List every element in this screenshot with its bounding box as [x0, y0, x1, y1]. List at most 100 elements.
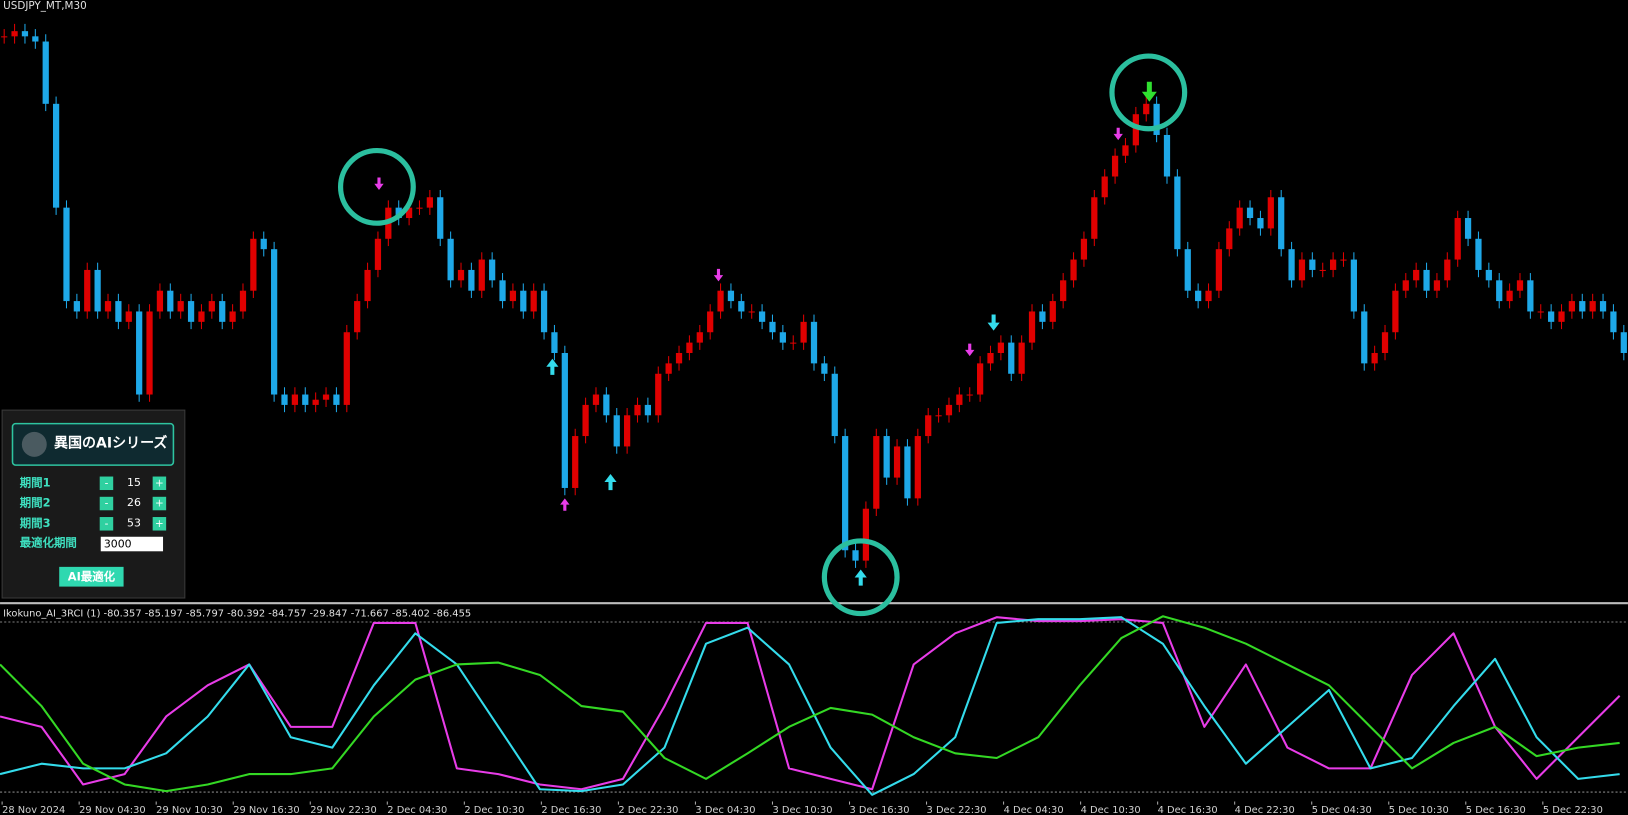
candle: [104, 301, 112, 312]
rci-line: [0, 615, 1620, 793]
candle: [1018, 342, 1025, 374]
rci-line: [0, 616, 1621, 791]
candle: [1433, 280, 1441, 291]
candle: [364, 269, 371, 302]
candle: [686, 342, 693, 353]
candle: [758, 311, 766, 322]
candle: [115, 301, 122, 322]
candle: [1464, 218, 1472, 239]
symbol-title: USDJPY_MT,M30: [3, 0, 87, 12]
x-tick-label: 5 Dec 04:30: [1312, 805, 1372, 815]
candle: [11, 31, 18, 37]
candle: [1610, 311, 1617, 333]
candle: [1163, 134, 1171, 177]
candle: [1, 36, 8, 38]
x-axis: 28 Nov 2024 29 Nov 04:30 29 Nov 10:30 29 No…: [1, 801, 1603, 815]
candle: [1309, 259, 1316, 270]
candle: [987, 352, 994, 364]
candle: [1444, 259, 1451, 281]
candle: [1579, 301, 1586, 312]
opt-value: 3000: [104, 538, 132, 551]
x-tick-label: 3 Dec 04:30: [695, 805, 755, 815]
candle: [520, 290, 527, 312]
minus-label: -: [105, 477, 109, 489]
x-tick-label: 2 Dec 10:30: [464, 805, 524, 815]
setting-label: 期間1: [20, 475, 51, 489]
candle: [914, 436, 921, 499]
opt-input[interactable]: [100, 536, 164, 552]
candle: [156, 290, 164, 312]
plus-button[interactable]: [152, 476, 167, 491]
candle: [21, 31, 29, 37]
candle: [1215, 249, 1223, 291]
plus-button[interactable]: [152, 517, 167, 531]
candle: [1350, 259, 1357, 312]
candle: [717, 290, 724, 312]
candle: [208, 301, 215, 312]
candle: [572, 436, 579, 488]
candle: [1080, 238, 1088, 260]
candle: [1267, 197, 1274, 229]
candle: [1008, 342, 1015, 374]
optimize-button[interactable]: [59, 566, 124, 587]
candle: [1413, 269, 1420, 281]
candle: [1143, 103, 1150, 115]
candle: [779, 332, 786, 343]
setting-value: 15: [127, 476, 141, 489]
candle: [893, 446, 901, 478]
candle: [125, 311, 132, 322]
candle: [1402, 280, 1409, 291]
candle: [187, 301, 195, 322]
setting-label: 期間3: [20, 516, 51, 530]
minus-button[interactable]: [99, 476, 114, 491]
candle: [1568, 301, 1576, 312]
candle: [831, 373, 838, 437]
candle: [925, 415, 932, 437]
minus-button[interactable]: [99, 517, 114, 531]
candle: [738, 301, 745, 312]
candle: [271, 249, 278, 395]
plus-label: +: [155, 518, 164, 530]
candle: [873, 436, 880, 509]
x-tick-label: 3 Dec 16:30: [850, 805, 910, 815]
candle: [1361, 311, 1368, 364]
candle: [1392, 290, 1399, 333]
candle: [405, 207, 413, 219]
candle: [644, 404, 651, 416]
candle: [945, 404, 953, 416]
candle: [1381, 332, 1389, 353]
candle: [800, 321, 807, 343]
x-tick-label: 2 Dec 16:30: [541, 805, 601, 815]
plus-button[interactable]: [152, 496, 167, 511]
minus-button[interactable]: [99, 496, 114, 511]
candle: [1153, 103, 1160, 135]
candle: [73, 301, 80, 312]
x-tick-label: 5 Dec 10:30: [1389, 805, 1449, 815]
candle: [624, 415, 631, 447]
candle: [613, 415, 620, 447]
minus-label: -: [105, 498, 109, 510]
indicator-title: Ikokuno_AI_3RCI (1) -80.357 -85.197 -85.…: [3, 609, 471, 620]
x-tick-label: 29 Nov 10:30: [156, 805, 222, 815]
candle: [1246, 207, 1254, 219]
optimize-label: AI最適化: [68, 570, 116, 584]
candle: [343, 332, 350, 405]
candle: [1122, 145, 1129, 156]
candle: [1620, 332, 1627, 353]
candle: [333, 394, 340, 405]
candle: [1485, 269, 1492, 281]
candle: [374, 238, 382, 270]
candle: [530, 290, 537, 312]
candle: [665, 363, 672, 374]
x-tick-label: 3 Dec 10:30: [772, 805, 832, 815]
candle: [1475, 238, 1482, 270]
candle: [1516, 280, 1524, 291]
candle: [302, 394, 309, 405]
circle: [821, 538, 900, 617]
candle: [821, 363, 828, 374]
candle: [489, 259, 496, 281]
setting-value: 26: [127, 496, 141, 509]
candle: [1288, 249, 1295, 281]
candle: [852, 550, 859, 561]
